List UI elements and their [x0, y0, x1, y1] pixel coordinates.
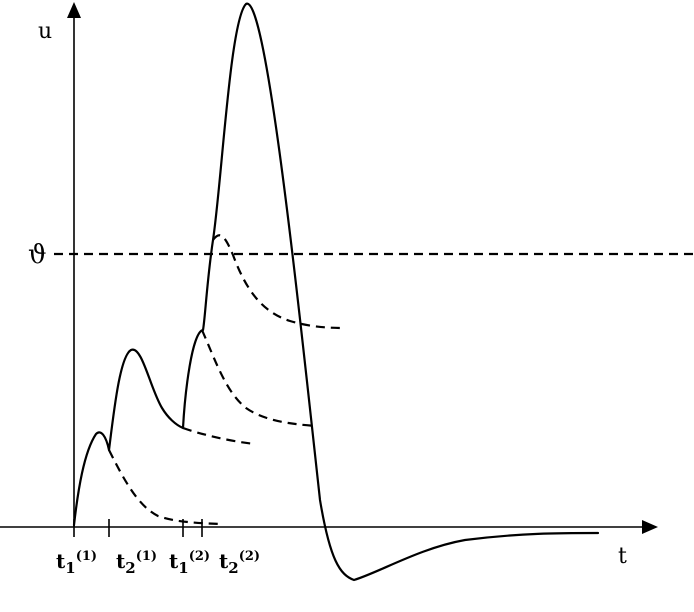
decay-curve-1 — [108, 449, 221, 526]
y-axis-arrow — [67, 2, 81, 18]
threshold-label: ϑ — [28, 240, 47, 270]
tick-label-t1-2: t1(2) — [169, 549, 210, 577]
tick-label-t1-1: t1(1) — [56, 549, 97, 577]
x-axis-arrow — [642, 520, 658, 534]
y-axis-label: u — [38, 19, 52, 44]
decay-curve-3 — [200, 329, 317, 428]
tick-label-t2-2: t2(2) — [219, 549, 260, 577]
decay-curve-2 — [182, 426, 256, 446]
x-axis-label: t — [618, 544, 627, 569]
tick-label-t2-1: t2(1) — [116, 549, 157, 577]
membrane-potential-curve — [72, 2, 600, 582]
decay-curve-4 — [212, 234, 346, 330]
